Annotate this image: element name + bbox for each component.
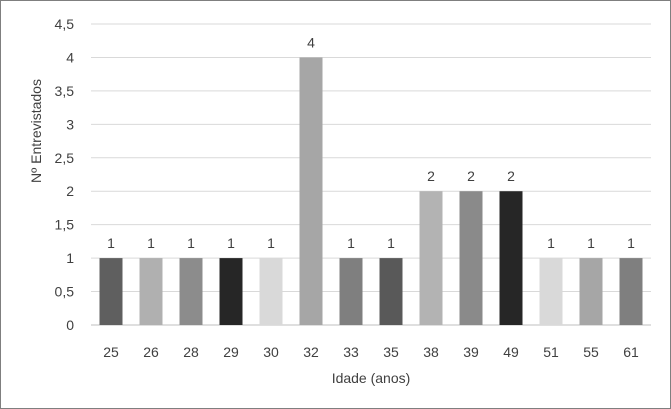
data-labels: 1 1 1 1 1 4 1 1 2 2 2 1 1 1 (107, 34, 635, 251)
y-tick-label: 0 (66, 317, 74, 333)
x-tick-label: 29 (223, 344, 239, 360)
data-label: 1 (547, 235, 555, 251)
y-tick-label: 0,5 (55, 284, 75, 300)
data-label: 2 (467, 168, 475, 184)
bar (459, 191, 483, 325)
bar (259, 258, 283, 325)
x-tick-label: 26 (143, 344, 159, 360)
data-label: 2 (427, 168, 435, 184)
x-tick-label: 28 (183, 344, 199, 360)
bar (179, 258, 203, 325)
x-axis-title: Idade (anos) (332, 370, 411, 386)
y-tick-label: 4 (66, 49, 74, 65)
data-label: 1 (347, 235, 355, 251)
data-label: 2 (507, 168, 515, 184)
y-tick-label: 2,5 (55, 150, 75, 166)
y-tick-label: 4,5 (55, 16, 75, 32)
y-tick-label: 1,5 (55, 217, 75, 233)
data-label: 1 (147, 235, 155, 251)
bars (99, 57, 643, 325)
data-label: 1 (627, 235, 635, 251)
bar (299, 57, 323, 325)
gridlines (91, 23, 651, 326)
x-tick-label: 33 (343, 344, 359, 360)
y-tick-label: 1 (66, 250, 74, 266)
bar (339, 258, 363, 325)
x-tick-label: 38 (423, 344, 439, 360)
bar (419, 191, 443, 325)
x-tick-label: 39 (463, 344, 479, 360)
data-label: 1 (107, 235, 115, 251)
x-tick-label: 51 (543, 344, 559, 360)
x-tick-label: 49 (503, 344, 519, 360)
bar (579, 258, 603, 325)
y-tick-label: 3 (66, 116, 74, 132)
data-label: 1 (187, 235, 195, 251)
y-tick-label: 3,5 (55, 83, 75, 99)
x-axis-ticks: 25 26 28 29 30 32 33 35 38 39 49 51 55 61 (103, 344, 639, 360)
bar (619, 258, 643, 325)
x-tick-label: 55 (583, 344, 599, 360)
bar (139, 258, 163, 325)
x-tick-label: 32 (303, 344, 319, 360)
bar (379, 258, 403, 325)
data-label: 1 (227, 235, 235, 251)
bar (219, 258, 243, 325)
data-label: 1 (387, 235, 395, 251)
y-axis-title: Nº Entrevistados (28, 79, 44, 183)
x-tick-label: 35 (383, 344, 399, 360)
x-tick-label: 61 (623, 344, 639, 360)
x-tick-label: 30 (263, 344, 279, 360)
bar (499, 191, 523, 325)
data-label: 1 (267, 235, 275, 251)
data-label: 4 (307, 34, 315, 50)
data-label: 1 (587, 235, 595, 251)
bar (99, 258, 123, 325)
x-tick-label: 25 (103, 344, 119, 360)
y-tick-label: 2 (66, 183, 74, 199)
bar (539, 258, 563, 325)
y-axis-ticks: 0 0,5 1 1,5 2 2,5 3 3,5 4 4,5 (55, 16, 75, 333)
